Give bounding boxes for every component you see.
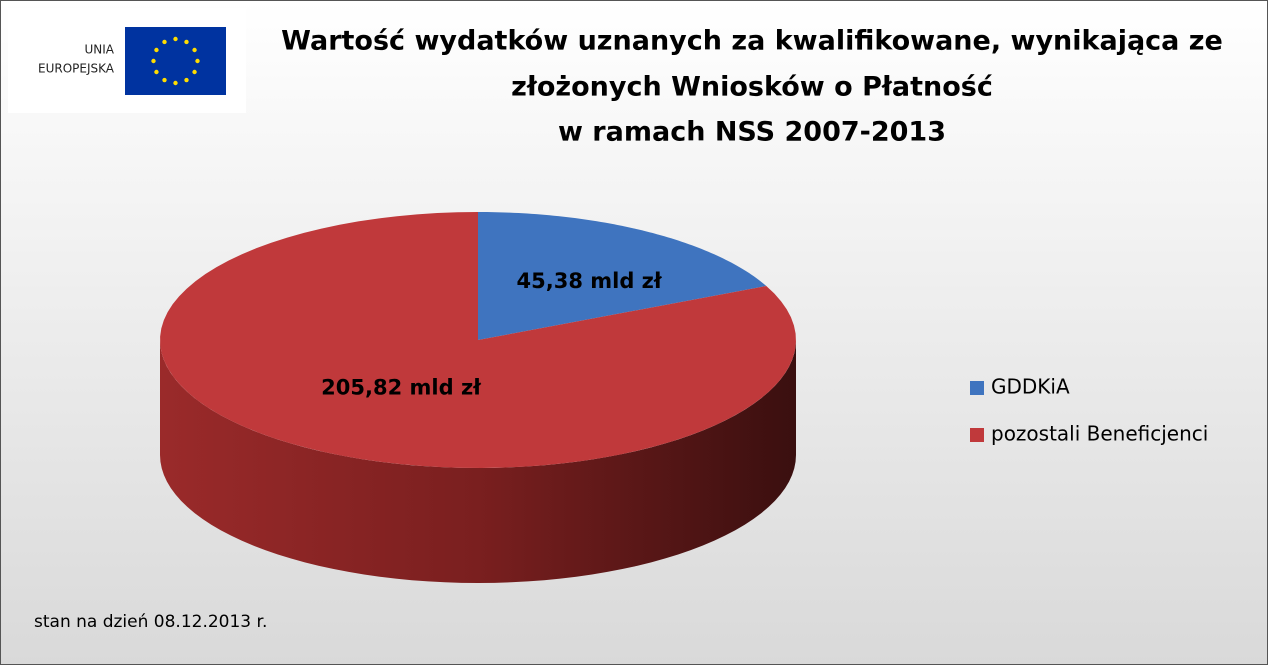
star — [192, 69, 197, 75]
legend-swatch — [970, 428, 984, 442]
pie-side — [160, 340, 796, 583]
star — [154, 69, 159, 75]
legend-label: pozostali Beneficjenci — [991, 422, 1208, 446]
star — [195, 58, 200, 64]
star — [162, 39, 167, 45]
pie-slice — [478, 212, 767, 340]
chart-title: Wartość wydatków uznanych za kwalifikowa… — [281, 26, 1223, 57]
star — [162, 77, 167, 83]
legend-swatch — [970, 381, 984, 395]
star — [154, 47, 159, 53]
data-label: 205,82 mld zł — [321, 376, 482, 400]
star — [184, 77, 189, 83]
star — [173, 36, 178, 42]
legend-label: GDDKiA — [991, 375, 1070, 399]
eu-stars — [151, 36, 200, 86]
logo-text: UNIA — [84, 43, 114, 57]
chart-title: złożonych Wniosków o Płatność — [511, 72, 993, 103]
star — [192, 47, 197, 53]
chart-title: w ramach NSS 2007-2013 — [558, 117, 946, 148]
star — [173, 80, 178, 86]
data-label: 45,38 mld zł — [517, 269, 663, 293]
logo-text: EUROPEJSKA — [38, 62, 115, 76]
note: stan na dzień 08.12.2013 r. — [34, 612, 267, 632]
star — [151, 58, 156, 64]
star — [184, 39, 189, 45]
pie-slice — [160, 212, 796, 468]
